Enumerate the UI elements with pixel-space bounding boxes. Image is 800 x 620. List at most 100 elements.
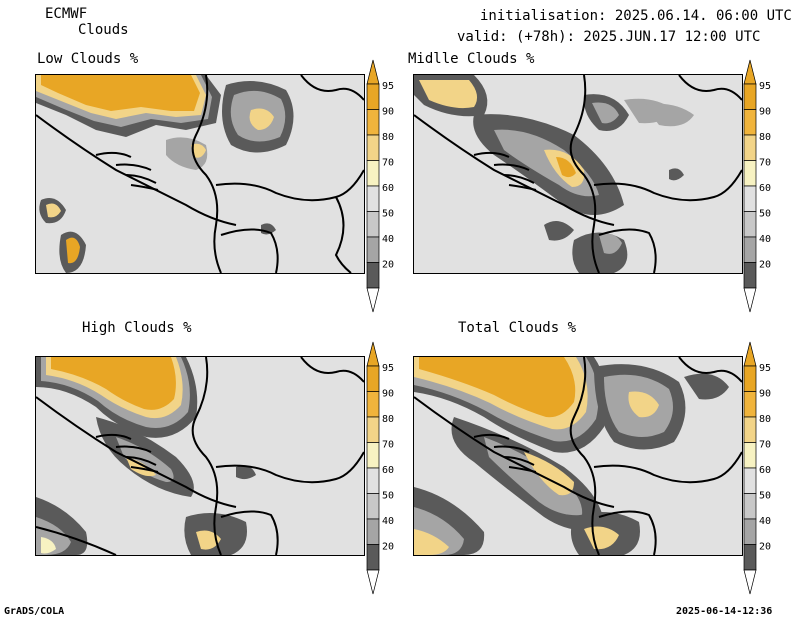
colorbar-label: 20 — [759, 260, 771, 271]
colorbar-swatch — [366, 544, 380, 571]
colorbar-swatch — [743, 134, 757, 161]
panel-title-middle: Midlle Clouds % — [408, 51, 535, 67]
colorbar-swatch — [743, 83, 757, 110]
total-clouds-map — [414, 357, 742, 555]
colorbar-label: 95 — [759, 363, 771, 374]
footer-software: GrADS/COLA — [4, 606, 65, 617]
colorbar-middle: 95 90 80 70 60 50 40 20 — [742, 58, 782, 313]
map-panel-total-clouds — [413, 356, 743, 556]
cloud-fields — [36, 75, 294, 273]
colorbar-swatch — [366, 262, 380, 289]
colorbar-top-arrow — [366, 341, 380, 367]
colorbar-label: 80 — [759, 414, 771, 425]
colorbar-label: 70 — [759, 440, 771, 451]
product-name: Clouds — [78, 22, 129, 38]
model-name: ECMWF — [45, 6, 88, 22]
colorbar-label: 70 — [382, 440, 394, 451]
colorbar-label: 60 — [382, 465, 394, 476]
colorbar-label: 70 — [382, 158, 394, 169]
middle-clouds-map — [414, 75, 742, 273]
colorbar-label: 50 — [382, 491, 394, 502]
colorbar-label: 40 — [382, 516, 394, 527]
colorbar-swatch — [743, 467, 757, 494]
colorbar-bottom-arrow — [743, 569, 757, 595]
colorbar-swatch — [743, 211, 757, 238]
borders-coastlines — [414, 75, 742, 273]
cloud-fields — [414, 357, 729, 555]
colorbar-label: 80 — [382, 414, 394, 425]
footer-timestamp: 2025-06-14-12:36 — [676, 606, 773, 617]
map-panel-high-clouds — [35, 356, 365, 556]
colorbar-label: 90 — [382, 389, 394, 400]
panel-title-total: Total Clouds % — [458, 320, 577, 336]
colorbar-high: 95 90 80 70 60 50 40 20 — [365, 340, 405, 595]
colorbar-label: 95 — [759, 81, 771, 92]
map-panel-low-clouds — [35, 74, 365, 274]
colorbar-swatch — [366, 109, 380, 136]
colorbar-swatch — [366, 83, 380, 110]
valid-time: valid: (+78h): 2025.JUN.17 12:00 UTC — [457, 29, 761, 45]
borders-coastlines — [36, 357, 364, 555]
colorbar-label: 90 — [759, 107, 771, 118]
colorbar-label: 95 — [382, 81, 394, 92]
colorbar-swatch — [366, 467, 380, 494]
map-panel-middle-clouds — [413, 74, 743, 274]
colorbar-label: 95 — [382, 363, 394, 374]
colorbar-swatch — [743, 262, 757, 289]
colorbar-swatch — [743, 236, 757, 263]
colorbar-label: 50 — [759, 209, 771, 220]
colorbar-label: 40 — [759, 516, 771, 527]
colorbar-label: 20 — [759, 542, 771, 553]
colorbar-swatch — [366, 493, 380, 520]
colorbar-swatch — [743, 416, 757, 443]
colorbar-label: 40 — [759, 234, 771, 245]
colorbar-swatch — [743, 109, 757, 136]
colorbar-label: 60 — [382, 183, 394, 194]
colorbar-swatch — [743, 160, 757, 187]
colorbar-label: 70 — [759, 158, 771, 169]
cloud-fields — [414, 75, 694, 273]
colorbar-total: 95 90 80 70 60 50 40 20 — [742, 340, 782, 595]
colorbar-label: 20 — [382, 542, 394, 553]
colorbar-label: 20 — [382, 260, 394, 271]
colorbar-top-arrow — [366, 59, 380, 85]
colorbar-label: 60 — [759, 183, 771, 194]
colorbar-swatch — [366, 236, 380, 263]
colorbar-swatch — [366, 185, 380, 212]
colorbar-label: 90 — [759, 389, 771, 400]
colorbar-swatch — [743, 544, 757, 571]
colorbar-label: 80 — [759, 132, 771, 143]
colorbar-swatch — [743, 391, 757, 418]
colorbar-swatch — [366, 416, 380, 443]
colorbar-top-arrow — [743, 59, 757, 85]
panel-title-low: Low Clouds % — [37, 51, 139, 67]
borders-coastlines — [414, 357, 742, 555]
colorbar-swatch — [743, 442, 757, 469]
colorbar-swatch — [743, 518, 757, 545]
colorbar-label: 90 — [382, 107, 394, 118]
panel-title-high: High Clouds % — [82, 320, 192, 336]
colorbar-bottom-arrow — [366, 569, 380, 595]
init-time: initialisation: 2025.06.14. 06:00 UTC — [480, 8, 792, 24]
high-clouds-map — [36, 357, 364, 555]
colorbar-bottom-arrow — [366, 287, 380, 313]
cloud-fields — [36, 357, 256, 555]
colorbar-swatch — [366, 211, 380, 238]
colorbar-label: 40 — [382, 234, 394, 245]
colorbar-swatch — [743, 365, 757, 392]
colorbar-swatch — [366, 391, 380, 418]
colorbar-swatch — [366, 365, 380, 392]
low-clouds-map — [36, 75, 364, 273]
colorbar-swatch — [366, 442, 380, 469]
colorbar-label: 80 — [382, 132, 394, 143]
colorbar-bottom-arrow — [743, 287, 757, 313]
colorbar-swatch — [366, 134, 380, 161]
colorbar-swatch — [366, 518, 380, 545]
colorbar-low: 95 90 80 70 60 50 40 20 — [365, 58, 405, 313]
borders-coastlines — [36, 75, 364, 273]
colorbar-swatch — [743, 185, 757, 212]
colorbar-swatch — [743, 493, 757, 520]
colorbar-label: 50 — [382, 209, 394, 220]
colorbar-top-arrow — [743, 341, 757, 367]
colorbar-swatch — [366, 160, 380, 187]
